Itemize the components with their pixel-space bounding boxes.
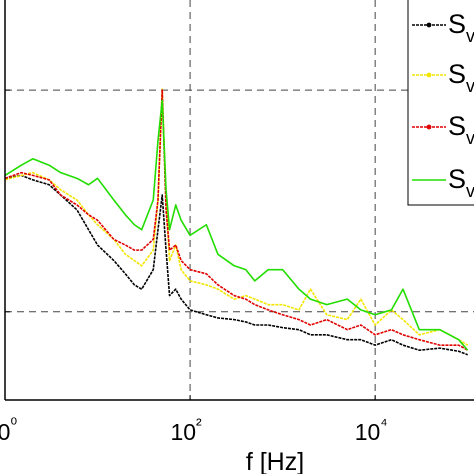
x-tick-label: 10⁴ [355,415,388,445]
x-axis-label: f [Hz] [246,448,304,474]
legend-label: Sv [448,59,474,96]
x-tick-label: 10⁰ [0,415,17,445]
series-line [5,87,469,346]
axes: 10⁰ 10² 10⁴ [0,0,474,445]
legend: Sv Sv Sv Sv [407,0,474,206]
x-tick-label: 10² [170,415,202,445]
legend-marker [426,124,432,130]
legend-box [407,0,474,206]
legend-label: Sv [448,9,474,46]
plot-area [5,87,469,356]
legend-label: Sv [448,164,474,201]
series-line [5,99,469,351]
grid [5,0,474,400]
legend-marker [426,72,432,78]
series-line [5,89,469,351]
legend-marker [426,22,432,28]
legend-label: Sv [448,111,474,148]
series-line [5,174,468,356]
